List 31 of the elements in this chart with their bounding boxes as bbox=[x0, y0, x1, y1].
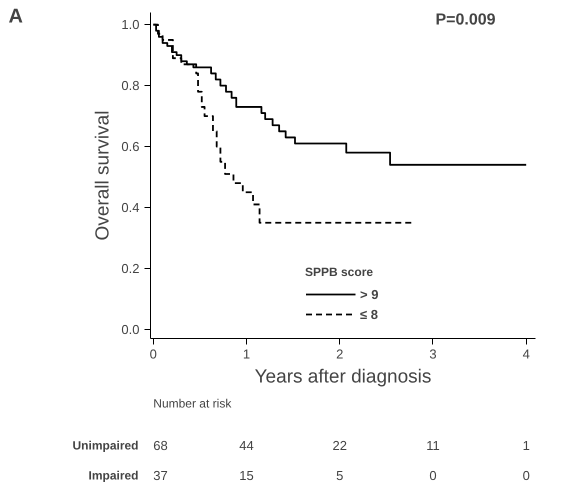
x-axis-title: Years after diagnosis bbox=[254, 366, 432, 388]
text: 37 bbox=[153, 468, 168, 483]
y-tick-label: 0.4 bbox=[121, 200, 140, 215]
y-tick-label: 0.0 bbox=[121, 322, 140, 337]
x-tick-label: 3 bbox=[429, 346, 437, 362]
text: 22 bbox=[332, 438, 347, 453]
text: A bbox=[8, 6, 23, 28]
x-tick-label: 1 bbox=[242, 346, 250, 362]
text: Unimpaired bbox=[72, 438, 139, 452]
text: 1 bbox=[522, 438, 530, 453]
x-tick-label: 0 bbox=[150, 346, 157, 362]
text: 5 bbox=[336, 468, 344, 483]
x-tick-label: 2 bbox=[336, 346, 344, 362]
x-tick-label: 4 bbox=[522, 346, 530, 362]
text: 11 bbox=[426, 438, 440, 453]
text: 0 bbox=[429, 468, 437, 483]
y-axis-title: Overall survival bbox=[92, 110, 114, 240]
text: 44 bbox=[239, 438, 254, 453]
y-tick-label: 1.0 bbox=[121, 17, 140, 32]
annotation: P=0.009 bbox=[435, 12, 496, 28]
text: Number at risk bbox=[153, 396, 232, 410]
text: Impaired bbox=[88, 468, 138, 482]
legend-title: SPPB score bbox=[305, 265, 374, 279]
text: 15 bbox=[239, 468, 254, 483]
text: 68 bbox=[153, 438, 168, 453]
legend-label: ≤ 8 bbox=[360, 306, 379, 322]
text: 0 bbox=[522, 468, 530, 483]
y-tick-label: 0.2 bbox=[121, 260, 140, 276]
legend-label: > 9 bbox=[360, 286, 380, 302]
y-tick-label: 0.8 bbox=[121, 78, 140, 94]
y-tick-label: 0.6 bbox=[121, 139, 140, 154]
